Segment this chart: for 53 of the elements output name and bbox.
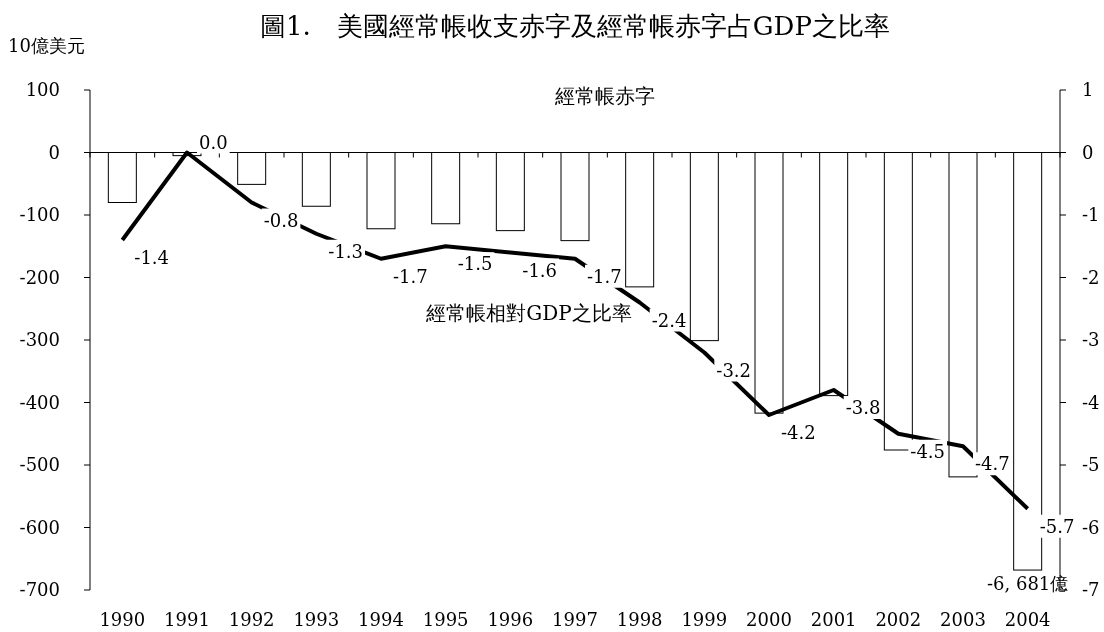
text: 經常帳赤字 <box>554 83 655 108</box>
y2-tick-label: -2 <box>1082 266 1100 288</box>
y2-tick-label: -4 <box>1082 391 1100 413</box>
data-label: 0.0 <box>199 131 228 153</box>
data-label: -1.7 <box>393 265 428 287</box>
y-axis-title: 10億美元 <box>8 35 85 56</box>
y2-tick-label: -7 <box>1082 579 1100 600</box>
y-tick-label: -300 <box>19 329 60 350</box>
data-label: -4.7 <box>975 453 1010 475</box>
y-tick-label: -600 <box>19 516 60 538</box>
data-label: -1.3 <box>328 240 364 262</box>
x-tick-label: 2001 <box>810 609 857 630</box>
y2-tick-label: -1 <box>1082 204 1100 225</box>
y-tick-label: 0 <box>48 141 60 163</box>
y2-tick-label: 0 <box>1082 141 1094 163</box>
x-tick-label: 2000 <box>746 609 792 630</box>
y2-tick-label: -5 <box>1082 454 1100 475</box>
x-tick-label: 2003 <box>940 609 986 630</box>
data-label: -3.2 <box>716 359 752 381</box>
series-label: 經常帳相對GDP之比率 <box>425 301 632 325</box>
data-label: -3.8 <box>845 397 881 418</box>
x-tick-label: 1993 <box>293 609 340 630</box>
y-tick-label: -500 <box>19 454 60 475</box>
x-tick-label: 1999 <box>681 609 728 630</box>
x-tick-label: 2002 <box>875 609 922 630</box>
x-tick-label: 1992 <box>228 609 275 630</box>
data-label: -1.6 <box>522 259 558 281</box>
y2-tick-label: -6 <box>1082 516 1100 538</box>
x-tick-label: 1998 <box>616 609 663 630</box>
x-tick-label: 1991 <box>164 609 210 630</box>
annotation: -6, 681億 <box>986 573 1069 595</box>
data-label: -1.7 <box>587 265 622 287</box>
x-tick-label: 1990 <box>99 609 146 630</box>
y-tick-label: -100 <box>19 204 60 225</box>
data-label: -4.2 <box>781 422 816 443</box>
y-tick-label: -700 <box>19 579 60 600</box>
x-tick-label: 1995 <box>422 609 469 630</box>
data-label: -2.4 <box>651 309 687 331</box>
x-tick-label: 1997 <box>552 609 598 630</box>
y-tick-label: 100 <box>25 79 60 100</box>
x-tick-label: 1994 <box>358 609 404 630</box>
data-label: -1.5 <box>457 253 493 275</box>
x-tick-label: 2004 <box>1004 609 1051 630</box>
y-tick-label: -400 <box>19 391 60 413</box>
y-tick-label: -200 <box>19 266 60 288</box>
data-label: -0.8 <box>263 209 299 231</box>
data-label: -5.7 <box>1039 515 1075 537</box>
data-label: -1.4 <box>134 247 170 268</box>
y2-tick-label: 1 <box>1082 79 1094 100</box>
x-tick-label: 1996 <box>487 609 534 630</box>
y2-tick-label: -3 <box>1082 329 1100 350</box>
data-label: -4.5 <box>910 440 946 462</box>
chart-title: 圖1. 美國經常帳收支赤字及經常帳赤字占GDP之比率 <box>260 11 890 41</box>
